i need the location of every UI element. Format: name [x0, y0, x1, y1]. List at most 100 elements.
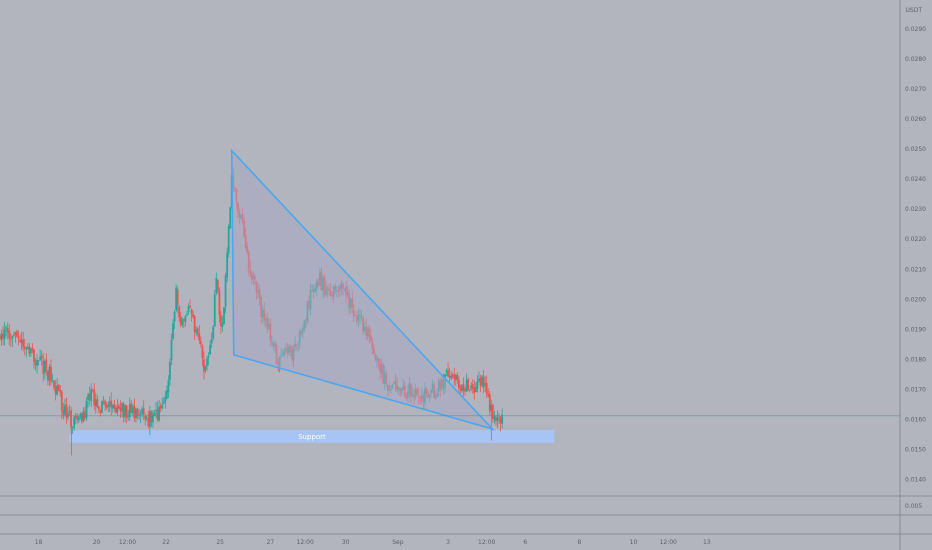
support-zone-label: Support [298, 433, 326, 441]
time-axis-tick: 10 [630, 539, 638, 546]
price-axis-tick: 0.0160 [905, 416, 926, 423]
candle-body [36, 359, 38, 366]
price-axis-tick: 0.0220 [905, 236, 926, 243]
candle-body [88, 393, 91, 400]
candle-body [159, 405, 162, 409]
candle-body [227, 226, 230, 254]
candle-body [25, 347, 28, 350]
candle-body [186, 313, 188, 316]
candle-body [102, 402, 105, 403]
candle-body [155, 409, 157, 412]
candle-body [456, 374, 459, 380]
candle-body [192, 314, 195, 317]
candle-body [65, 403, 68, 418]
candle-body [57, 385, 60, 391]
currency-label: USDT [906, 7, 923, 14]
indicator-axis-tick: 0.005 [905, 503, 922, 510]
candle-body [474, 387, 477, 393]
price-axis-tick: 0.0260 [905, 116, 926, 123]
candle-body [96, 399, 99, 408]
candle-body [206, 358, 208, 366]
candle-body [167, 380, 170, 393]
candle-body [144, 415, 147, 420]
candle-body [62, 409, 65, 416]
candle-body [501, 414, 504, 424]
candle-body [13, 335, 15, 337]
candle-body [26, 347, 29, 350]
candle-body [14, 332, 17, 335]
candle-body [124, 405, 127, 417]
candle-body [54, 386, 57, 395]
candle-body [158, 406, 161, 421]
candle-body [46, 371, 49, 381]
candle-body [468, 389, 471, 391]
candle-body [30, 349, 32, 353]
candle-body [31, 347, 34, 351]
time-axis-tick: 13 [703, 539, 711, 546]
candle-body [121, 403, 123, 412]
time-axis-tick: 30 [342, 539, 350, 546]
time-axis-tick: 18 [35, 539, 43, 546]
time-axis-tick: 12:00 [297, 539, 314, 546]
candle-body [39, 356, 42, 361]
candle-body [473, 387, 476, 394]
candle-body [45, 359, 48, 371]
time-axis-tick: 3 [446, 539, 450, 546]
candle-body [485, 382, 488, 394]
candle-body [484, 382, 487, 386]
candle-body [50, 366, 52, 382]
candle-body [195, 329, 198, 333]
candle-body [85, 400, 88, 419]
falling-wedge-pattern[interactable] [230, 148, 496, 431]
candle-body [17, 337, 20, 339]
candle-body [216, 279, 219, 291]
candle-body [448, 375, 451, 377]
candle-body [101, 400, 103, 413]
candle-body [478, 378, 480, 381]
candle-body [42, 360, 45, 375]
candle-body [63, 405, 66, 415]
candle-body [0, 333, 3, 340]
support-zone[interactable] [69, 429, 555, 443]
candle-body [207, 355, 210, 358]
candle-body [190, 309, 193, 314]
candle-body [125, 405, 128, 419]
candle-body [130, 403, 133, 413]
time-axis-tick: 12:00 [478, 539, 495, 546]
time-axis-tick: 20 [93, 539, 101, 546]
candle-body [461, 384, 463, 392]
candle-body [199, 341, 202, 345]
candle-body [142, 408, 145, 415]
candle-body [84, 412, 86, 418]
candle-body [193, 316, 196, 332]
candle-body [148, 411, 151, 427]
candle-body [136, 409, 139, 416]
candle-body [113, 404, 116, 409]
time-axis-tick: 8 [577, 539, 581, 546]
candle-body [164, 397, 167, 403]
candle-body [447, 369, 449, 377]
candle-body [93, 389, 96, 406]
candle-body [465, 379, 468, 392]
candle-body [23, 346, 26, 349]
candle-body [104, 400, 106, 406]
candle-body [110, 400, 113, 408]
candle-body [182, 319, 185, 321]
candle-body [99, 410, 102, 413]
candle-body [470, 385, 473, 389]
candle-body [139, 413, 142, 415]
candle-body [135, 408, 137, 419]
candle-body [450, 375, 453, 379]
candle-body [169, 361, 171, 380]
candle-body [53, 380, 55, 388]
candle-body [108, 401, 111, 407]
candle-body [479, 378, 482, 386]
time-axis-tick: Sep [392, 539, 404, 546]
price-axis-tick: 0.0200 [905, 296, 926, 303]
candle-body [181, 319, 184, 325]
candle-body [8, 330, 11, 339]
candle-body [204, 365, 207, 371]
candle-body [176, 289, 179, 306]
